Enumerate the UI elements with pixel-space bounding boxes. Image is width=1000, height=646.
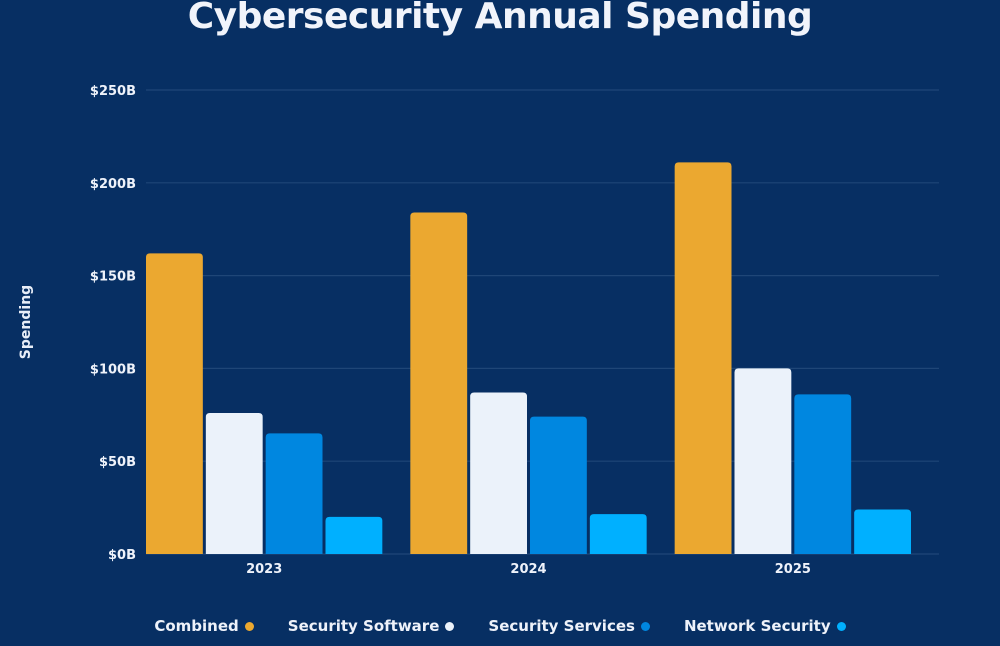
bar-network-security-2025 [854,509,911,554]
bars [146,162,911,554]
legend-label: Network Security [683,617,831,635]
legend-dot-icon [836,621,846,631]
x-tick-label: 2023 [246,562,282,577]
x-tick-label: 2025 [775,562,811,577]
x-axis-ticks: 2023 2024 2025 [246,562,811,577]
y-tick-label: $250B [90,84,136,99]
y-tick-label: $0B [108,548,136,563]
bar-network-security-2023 [325,516,383,554]
legend: Combined Security Software Security Servic… [0,617,1000,635]
chart-title: Cybersecurity Annual Spending [187,0,813,37]
y-axis-ticks: $0B $50B $100B $150B $200B $250B [90,84,136,563]
bar-security-services-2024 [530,416,587,554]
bar-security-software-2024 [470,392,527,554]
legend-label: Security Services [488,617,635,635]
legend-dot-icon [640,621,650,631]
legend-dot-icon [244,621,254,631]
y-tick-label: $100B [90,362,136,377]
y-tick-label: $150B [90,270,136,285]
x-tick-label: 2024 [510,562,546,577]
bar-combined-2024 [410,212,468,554]
legend-item: Security Services [488,617,650,635]
legend-item: Network Security [684,617,846,635]
bar-combined-2023 [146,253,203,554]
legend-item: Combined [154,617,254,635]
bar-network-security-2024 [589,514,647,554]
bar-security-software-2023 [205,412,263,554]
bar-security-services-2025 [794,394,852,554]
y-tick-label: $200B [90,177,136,192]
legend-label: Combined [154,617,239,635]
legend-dot-icon [445,621,455,631]
legend-label: Security Software [287,617,440,635]
legend-item: Security Software [288,617,455,635]
bar-combined-2025 [674,162,732,554]
y-tick-label: $50B [99,455,136,470]
bar-security-software-2025 [734,368,792,554]
bar-security-services-2023 [265,433,323,554]
